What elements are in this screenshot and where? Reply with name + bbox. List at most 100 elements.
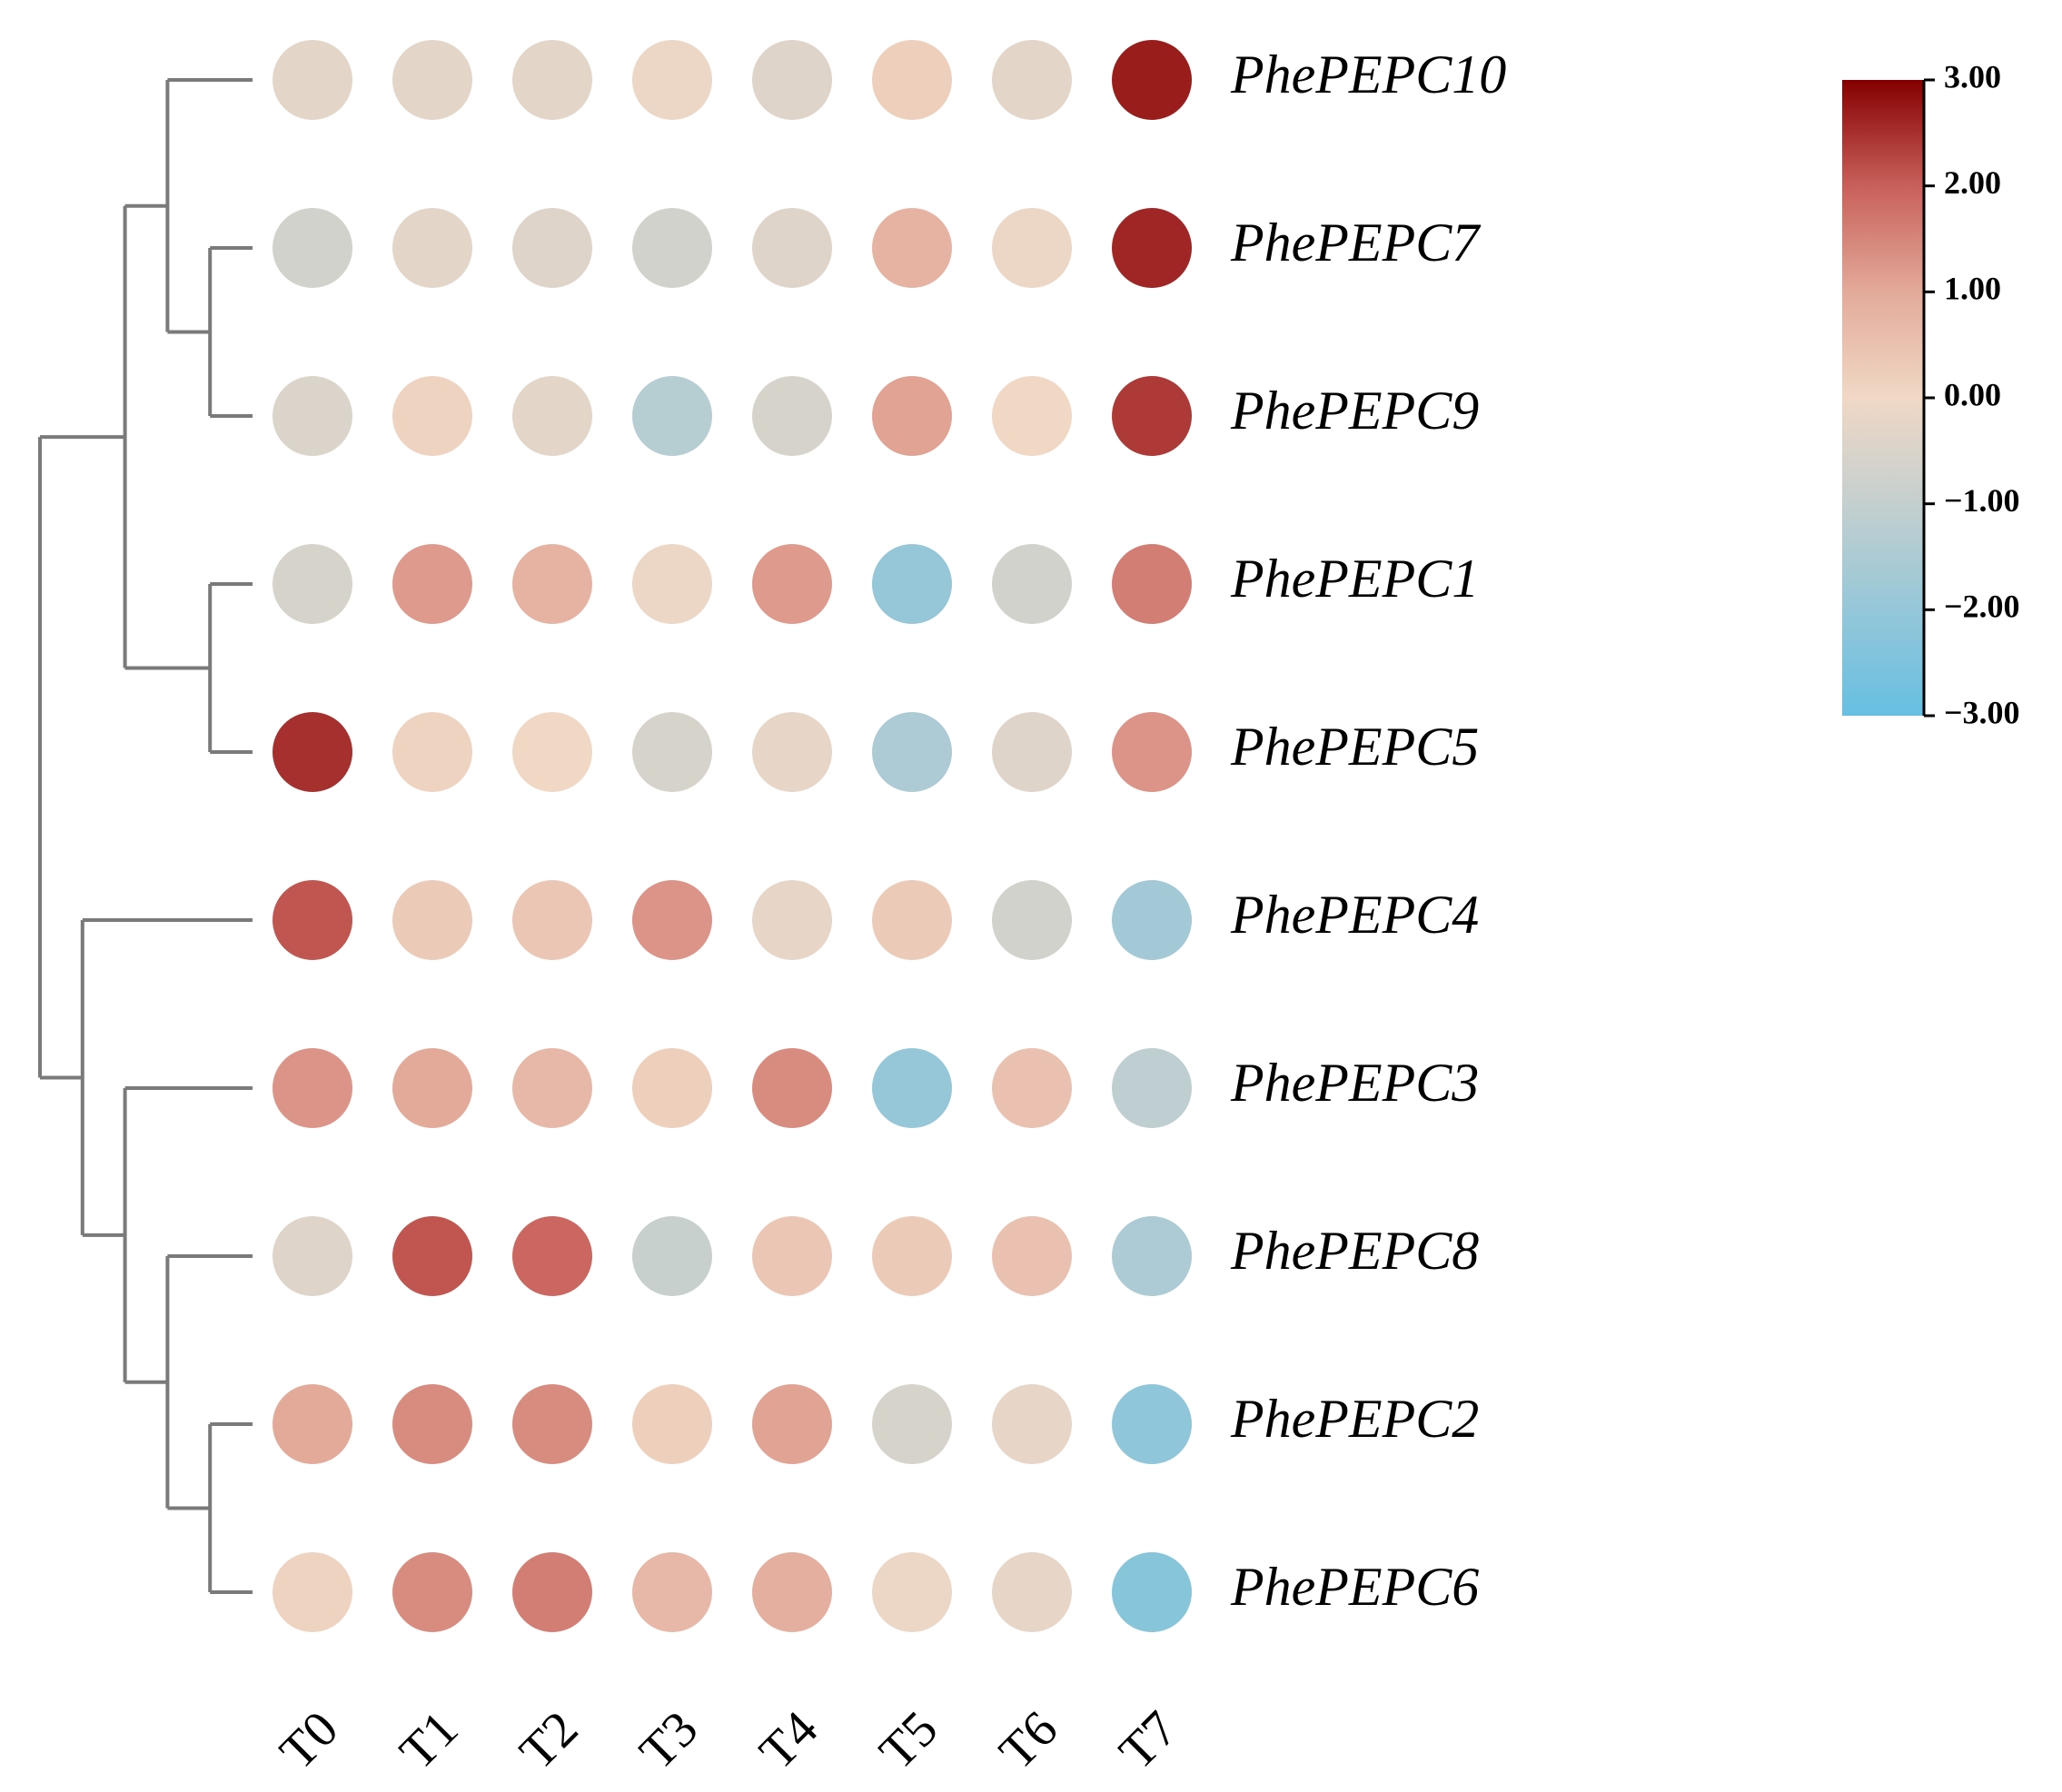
cell-phepepc10-t1: PhePEPC10 T1: -0.3: [392, 40, 472, 120]
color-scale-tick-label: 3.00: [1944, 58, 2001, 94]
cell-phepepc4-t7: PhePEPC4 T7: -1.7: [1112, 880, 1192, 960]
cell-phepepc1-t5: PhePEPC1 T5: -2: [872, 544, 952, 624]
cell-phepepc10-t7: PhePEPC10 T7: 2.7: [1112, 40, 1192, 120]
cell-phepepc8-t0: PhePEPC8 T0: -0.4: [273, 1216, 352, 1296]
cell-phepepc6-t6: PhePEPC6 T6: -0.2: [992, 1552, 1072, 1632]
cell-phepepc4-t4: PhePEPC4 T4: -0.2: [752, 880, 832, 960]
cell-phepepc4-t0: PhePEPC4 T0: 2.1: [273, 880, 352, 960]
cell-phepepc6-t0: PhePEPC6 T0: 0.1: [273, 1552, 352, 1632]
cell-phepepc7-t7: PhePEPC7 T7: 2.6: [1112, 208, 1192, 288]
color-scale-tick-label: 2.00: [1944, 164, 2001, 201]
cell-phepepc3-t6: PhePEPC3 T6: 0.5: [992, 1048, 1072, 1128]
cell-phepepc2-t6: PhePEPC2 T6: -0.2: [992, 1384, 1072, 1464]
cell-phepepc10-t3: PhePEPC10 T3: -0.1: [632, 40, 712, 120]
cell-phepepc5-t1: PhePEPC5 T1: 0.1: [392, 712, 472, 792]
cell-phepepc7-t2: PhePEPC7 T2: -0.4: [512, 208, 592, 288]
cell-phepepc2-t7: PhePEPC2 T7: -2.1: [1112, 1384, 1192, 1464]
cell-phepepc1-t0: PhePEPC1 T0: -0.6: [273, 544, 352, 624]
cell-phepepc10-t2: PhePEPC10 T2: -0.3: [512, 40, 592, 120]
cell-phepepc5-t2: PhePEPC5 T2: 0: [512, 712, 592, 792]
cell-phepepc8-t3: PhePEPC8 T3: -0.9: [632, 1216, 712, 1296]
column-label-t2: T2: [509, 1700, 589, 1780]
column-label-t0: T0: [269, 1700, 349, 1780]
cell-phepepc2-t4: PhePEPC2 T4: 1.1: [752, 1384, 832, 1464]
cell-phepepc3-t2: PhePEPC3 T2: 0.7: [512, 1048, 592, 1128]
cell-phepepc2-t1: PhePEPC2 T1: 1.4: [392, 1384, 472, 1464]
color-scale-tick-label: −3.00: [1944, 694, 2020, 730]
color-scale-tick-label: −1.00: [1944, 482, 2020, 519]
row-label-phepepc2: PhePEPC2: [1230, 1389, 1479, 1449]
dendrogram: [38, 78, 253, 1594]
row-label-phepepc1: PhePEPC1: [1230, 549, 1479, 609]
cell-phepepc10-t6: PhePEPC10 T6: -0.3: [992, 40, 1072, 120]
cell-phepepc8-t2: PhePEPC8 T2: 1.9: [512, 1216, 592, 1296]
row-label-phepepc9: PhePEPC9: [1230, 381, 1479, 441]
cell-phepepc4-t1: PhePEPC4 T1: 0.3: [392, 880, 472, 960]
row-label-phepepc8: PhePEPC8: [1230, 1221, 1479, 1281]
cell-phepepc4-t6: PhePEPC4 T6: -0.7: [992, 880, 1072, 960]
color-scale-bar: [1842, 80, 1924, 716]
cell-phepepc7-t3: PhePEPC7 T3: -0.7: [632, 208, 712, 288]
cell-phepepc5-t3: PhePEPC5 T3: -0.6: [632, 712, 712, 792]
cell-phepepc4-t2: PhePEPC4 T2: 0.4: [512, 880, 592, 960]
cell-phepepc3-t0: PhePEPC3 T0: 1.3: [273, 1048, 352, 1128]
cell-phepepc1-t2: PhePEPC1 T2: 0.8: [512, 544, 592, 624]
cell-phepepc3-t4: PhePEPC3 T4: 1.4: [752, 1048, 832, 1128]
cell-phepepc3-t1: PhePEPC3 T1: 1: [392, 1048, 472, 1128]
cell-phepepc10-t0: PhePEPC10 T0: -0.3: [273, 40, 352, 120]
row-label-phepepc7: PhePEPC7: [1230, 213, 1482, 272]
cell-phepepc7-t5: PhePEPC7 T5: 0.8: [872, 208, 952, 288]
cell-phepepc8-t1: PhePEPC8 T1: 2.1: [392, 1216, 472, 1296]
row-label-phepepc5: PhePEPC5: [1230, 717, 1479, 777]
cell-phepepc2-t0: PhePEPC2 T0: 1: [273, 1384, 352, 1464]
cell-phepepc9-t2: PhePEPC9 T2: -0.3: [512, 376, 592, 456]
cell-phepepc9-t0: PhePEPC9 T0: -0.5: [273, 376, 352, 456]
cell-phepepc9-t7: PhePEPC9 T7: 2.4: [1112, 376, 1192, 456]
cell-phepepc10-t5: PhePEPC10 T5: 0.2: [872, 40, 952, 120]
cell-phepepc5-t5: PhePEPC5 T5: -1.5: [872, 712, 952, 792]
cell-phepepc8-t5: PhePEPC8 T5: 0.3: [872, 1216, 952, 1296]
cell-phepepc10-t4: PhePEPC10 T4: -0.4: [752, 40, 832, 120]
cell-phepepc3-t3: PhePEPC3 T3: 0.2: [632, 1048, 712, 1128]
cell-phepepc6-t2: PhePEPC6 T2: 1.6: [512, 1552, 592, 1632]
cell-phepepc9-t1: PhePEPC9 T1: 0.1: [392, 376, 472, 456]
column-labels: T0 T1 T2 T3 T4 T5 T6 T7: [269, 1700, 1188, 1780]
cell-phepepc4-t5: PhePEPC4 T5: 0.3: [872, 880, 952, 960]
color-scale-ticks: 3.00 2.00 1.00 0.00 −1.00 −2.00 −3.00: [1922, 58, 2020, 730]
cell-phepepc2-t2: PhePEPC2 T2: 1.4: [512, 1384, 592, 1464]
cell-phepepc3-t7: PhePEPC3 T7: -1.1: [1112, 1048, 1192, 1128]
color-scale-tick-label: 0.00: [1944, 376, 2001, 412]
cell-phepepc1-t7: PhePEPC1 T7: 1.6: [1112, 544, 1192, 624]
cell-phepepc6-t3: PhePEPC6 T3: 0.7: [632, 1552, 712, 1632]
cell-phepepc4-t3: PhePEPC4 T3: 1.3: [632, 880, 712, 960]
row-label-phepepc6: PhePEPC6: [1230, 1557, 1479, 1617]
cell-phepepc9-t4: PhePEPC9 T4: -0.6: [752, 376, 832, 456]
cell-phepepc2-t5: PhePEPC2 T5: -0.6: [872, 1384, 952, 1464]
cell-phepepc7-t1: PhePEPC7 T1: -0.3: [392, 208, 472, 288]
cell-phepepc5-t6: PhePEPC5 T6: -0.4: [992, 712, 1072, 792]
cell-phepepc8-t7: PhePEPC8 T7: -1.5: [1112, 1216, 1192, 1296]
cell-phepepc6-t4: PhePEPC6 T4: 0.9: [752, 1552, 832, 1632]
color-scale-tick-label: −2.00: [1944, 589, 2020, 625]
cell-phepepc3-t5: PhePEPC3 T5: -2: [872, 1048, 952, 1128]
cell-phepepc6-t7: PhePEPC6 T7: -2.3: [1112, 1552, 1192, 1632]
column-label-t4: T4: [748, 1700, 828, 1780]
column-label-t5: T5: [868, 1700, 948, 1780]
column-label-t3: T3: [629, 1700, 709, 1780]
row-labels: PhePEPC10 PhePEPC7 PhePEPC9 PhePEPC1 PhePEPC…: [1230, 45, 1506, 1617]
row-label-phepepc3: PhePEPC3: [1230, 1053, 1479, 1113]
cell-phepepc8-t6: PhePEPC8 T6: 0.5: [992, 1216, 1072, 1296]
column-label-t1: T1: [389, 1700, 469, 1780]
cell-phepepc1-t4: PhePEPC1 T4: 1.2: [752, 544, 832, 624]
row-label-phepepc4: PhePEPC4: [1230, 885, 1479, 945]
cell-phepepc2-t3: PhePEPC2 T3: 0.2: [632, 1384, 712, 1464]
color-scale-tick-label: 1.00: [1944, 271, 2001, 307]
cell-phepepc1-t6: PhePEPC1 T6: -0.7: [992, 544, 1072, 624]
cell-phepepc9-t3: PhePEPC9 T3: -1.3: [632, 376, 712, 456]
column-label-t6: T6: [988, 1700, 1068, 1780]
cell-phepepc7-t0: PhePEPC7 T0: -0.7: [273, 208, 352, 288]
heatmap-cells: PhePEPC10 T0: -0.3 PhePEPC10 T1: -0.3 PheP…: [273, 40, 1192, 1632]
cell-phepepc1-t3: PhePEPC1 T3: -0.1: [632, 544, 712, 624]
